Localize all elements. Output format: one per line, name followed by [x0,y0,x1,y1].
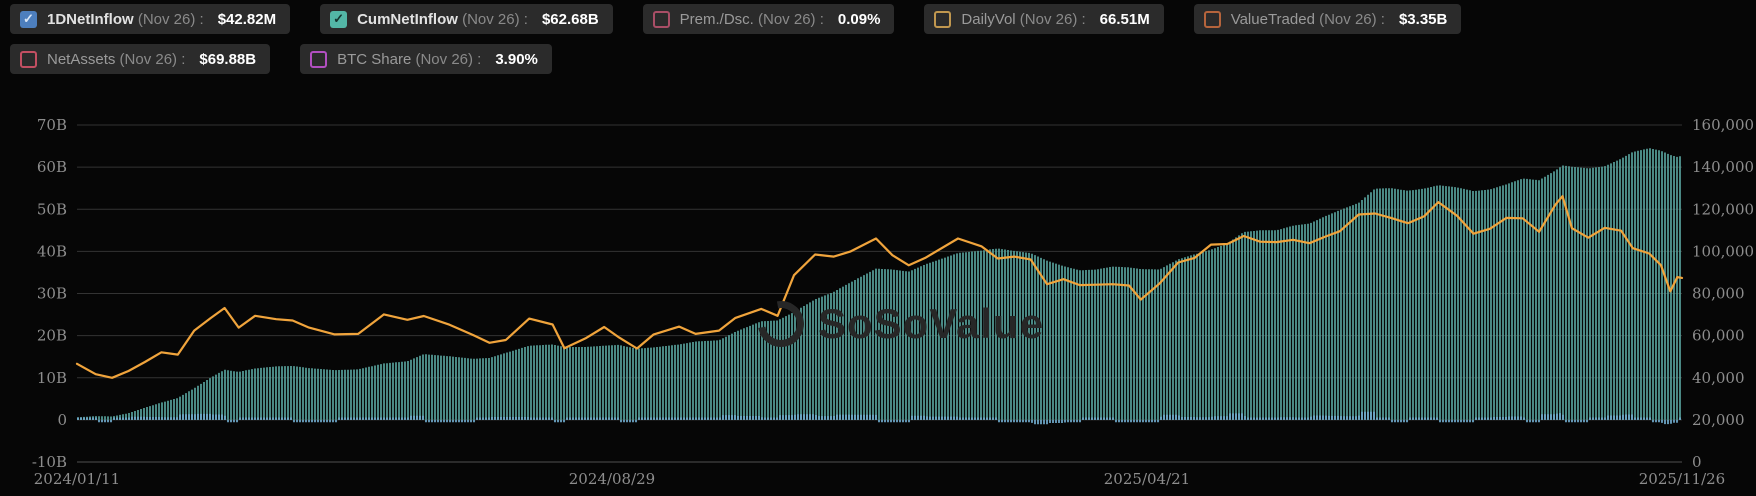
checkbox-btc-share-unchecked[interactable] [310,50,328,68]
cum-net-inflow-bars[interactable] [77,148,1681,420]
right-tick-100000: 100,000 [1692,242,1754,260]
series-value: $62.68B [541,10,599,28]
legend-label: 1DNetInflow (Nov 26) : [47,11,204,28]
legend-chip-cum-net-inflow[interactable]: ✓ CumNetInflow (Nov 26) : $62.68B [320,4,613,34]
series-value: $69.88B [199,50,257,68]
checkbox-cum-net-inflow-checked[interactable]: ✓ [330,10,348,28]
etf-flow-chart[interactable]: 70B 60B 50B 40B 30B 20B 10B 0 -10B 160,000 140,000… [0,76,1756,496]
right-tick-80000: 80,000 [1692,285,1745,303]
series-date: (Nov 26) : [457,10,528,28]
right-tick-140000: 140,000 [1692,158,1754,176]
daily-net-inflow-bars[interactable] [77,411,1681,425]
left-tick-20B: 20B [37,327,67,345]
legend-chip-btc-share[interactable]: BTC Share (Nov 26) : 3.90% [300,44,552,74]
series-date: (Nov 26) : [1314,10,1385,28]
checkbox-net-assets-unchecked[interactable] [20,50,37,68]
left-tick-60B: 60B [37,158,67,176]
checkbox-1d-net-inflow-checked[interactable]: ✓ [20,10,37,28]
left-tick-70B: 70B [37,116,67,134]
left-tick-0: 0 [57,411,67,429]
series-date: (Nov 26) : [753,10,824,28]
series-value: 0.09% [837,10,881,28]
left-tick-10B: 10B [37,369,67,387]
series-name: CumNetInflow [357,10,458,28]
checkbox-value-traded-unchecked[interactable] [1203,10,1221,28]
checkbox-prem-dsc-unchecked[interactable] [652,10,670,28]
right-tick-40000: 40,000 [1692,369,1745,387]
series-name: DailyVol [961,10,1016,28]
legend-chip-daily-vol[interactable]: DailyVol (Nov 26) : 66.51M [924,4,1164,34]
series-value: $3.35B [1398,10,1448,28]
legend-bar: ✓ 1DNetInflow (Nov 26) : $42.82M ✓ CumNetInf… [10,4,1750,84]
left-axis-labels: 70B 60B 50B 40B 30B 20B 10B 0 -10B [32,116,67,471]
x-tick-2025-11-26: 2025/11/26 [1639,470,1725,488]
series-name: NetAssets [47,50,116,68]
series-date: (Nov 26) : [133,10,204,28]
series-value: 3.90% [495,50,538,68]
legend-label: NetAssets (Nov 26) : [47,51,185,68]
series-name: ValueTraded [1230,10,1315,28]
series-date: (Nov 26) : [411,50,482,68]
right-axis-labels: 160,000 140,000 120,000 100,000 80,000 60,000… [1692,116,1754,471]
legend-chip-value-traded[interactable]: ValueTraded (Nov 26) : $3.35B [1193,4,1462,34]
right-tick-0: 0 [1692,453,1702,471]
series-name: 1DNetInflow [47,10,134,28]
left-tick-50B: 50B [37,200,67,218]
x-tick-2025-04-21: 2025/04/21 [1104,470,1190,488]
right-tick-60000: 60,000 [1692,327,1745,345]
x-tick-2024-01-11: 2024/01/11 [34,470,120,488]
left-tick-40B: 40B [37,242,67,260]
series-value: 66.51M [1099,10,1150,28]
legend-chip-1d-net-inflow[interactable]: ✓ 1DNetInflow (Nov 26) : $42.82M [10,4,291,34]
legend-row-1: ✓ 1DNetInflow (Nov 26) : $42.82M ✓ CumNetInf… [10,4,1750,34]
legend-label: ValueTraded (Nov 26) : [1231,11,1385,28]
series-name: Prem./Dsc. [679,10,754,28]
x-axis-labels: 2024/01/11 2024/08/29 2025/04/21 2025/11/26 [34,470,1725,488]
legend-row-2: NetAssets (Nov 26) : $69.88B BTC Share (No… [10,44,1750,74]
legend-label: DailyVol (Nov 26) : [961,11,1085,28]
right-tick-20000: 20,000 [1692,411,1745,429]
chart-canvas[interactable]: 70B 60B 50B 40B 30B 20B 10B 0 -10B 160,000 140,000… [0,76,1756,496]
legend-chip-prem-dsc[interactable]: Prem./Dsc. (Nov 26) : 0.09% [642,4,895,34]
series-date: (Nov 26) : [115,50,186,68]
legend-label: CumNetInflow (Nov 26) : [357,11,528,28]
series-date: (Nov 26) : [1015,10,1086,28]
series-name: BTC Share [337,50,412,68]
series-value: $42.82M [217,10,277,28]
right-tick-160000: 160,000 [1692,116,1754,134]
checkbox-daily-vol-unchecked[interactable] [934,10,952,28]
left-tick-30B: 30B [37,285,67,303]
x-tick-2024-08-29: 2024/08/29 [569,470,655,488]
legend-label: Prem./Dsc. (Nov 26) : [680,11,824,28]
right-tick-120000: 120,000 [1692,200,1754,218]
left-tick--10B: -10B [32,453,67,471]
legend-label: BTC Share (Nov 26) : [337,51,481,68]
legend-chip-net-assets[interactable]: NetAssets (Nov 26) : $69.88B [10,44,271,74]
btc-price-line[interactable] [75,195,1684,379]
